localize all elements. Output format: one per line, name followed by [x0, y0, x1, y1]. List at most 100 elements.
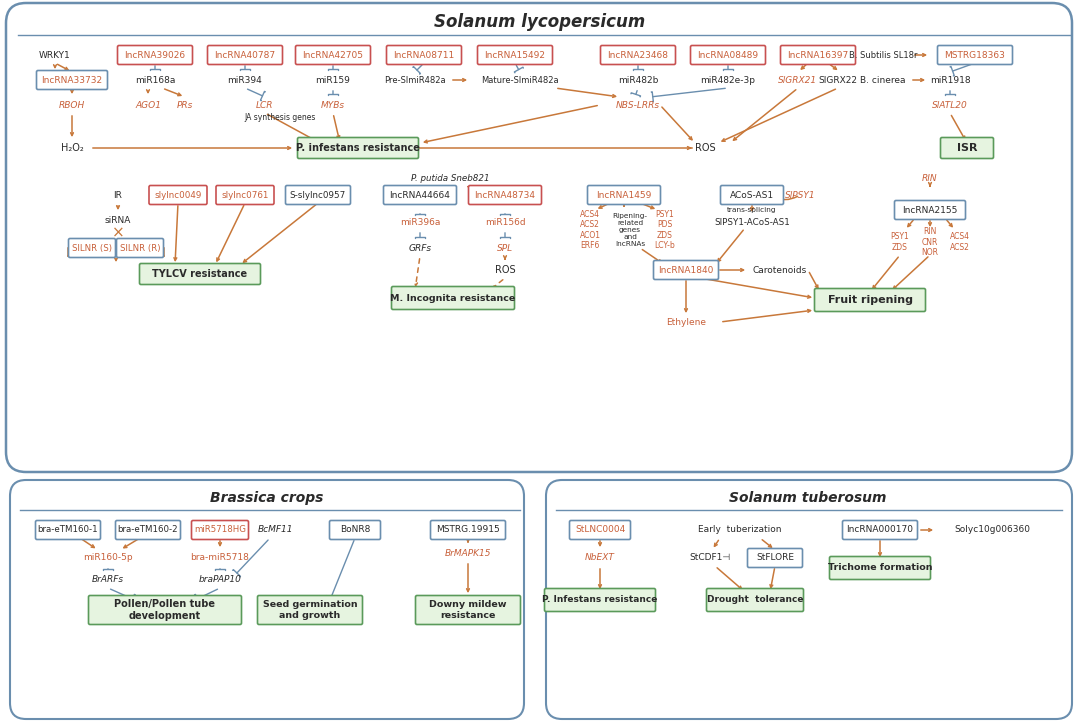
Text: bra-eTM160-1: bra-eTM160-1 [38, 526, 98, 534]
FancyBboxPatch shape [6, 3, 1072, 472]
Text: P. Infestans resistance: P. Infestans resistance [542, 595, 658, 605]
Text: lncRNA16397: lncRNA16397 [787, 51, 849, 59]
Text: StLNC0004: StLNC0004 [575, 526, 625, 534]
Text: lncRNA23468: lncRNA23468 [607, 51, 669, 59]
Text: trans-splicing: trans-splicing [727, 207, 777, 213]
Text: BoNR8: BoNR8 [340, 526, 370, 534]
Text: lncRNA39026: lncRNA39026 [124, 51, 186, 59]
FancyBboxPatch shape [747, 549, 802, 568]
Text: SlATL20: SlATL20 [932, 101, 968, 109]
Text: RBOH: RBOH [59, 101, 85, 109]
Text: MSTRG18363: MSTRG18363 [945, 51, 1005, 59]
FancyBboxPatch shape [544, 589, 656, 611]
FancyBboxPatch shape [941, 138, 994, 159]
Text: NbEXT: NbEXT [585, 553, 615, 563]
FancyBboxPatch shape [117, 239, 163, 257]
FancyBboxPatch shape [546, 480, 1072, 719]
Text: lncRNA48734: lncRNA48734 [474, 191, 536, 199]
FancyBboxPatch shape [297, 138, 419, 159]
Text: BcMF11: BcMF11 [257, 526, 293, 534]
Text: ×: × [111, 225, 124, 241]
Text: miR5718HG: miR5718HG [194, 526, 246, 534]
Text: slyInc0049: slyInc0049 [154, 191, 202, 199]
FancyBboxPatch shape [653, 260, 718, 280]
FancyBboxPatch shape [139, 263, 260, 284]
Text: SlPSY1-ACoS-AS1: SlPSY1-ACoS-AS1 [714, 218, 789, 226]
Text: SlLNR (S): SlLNR (S) [72, 244, 112, 252]
Text: JA synthesis genes: JA synthesis genes [244, 112, 315, 122]
Text: miR394: miR394 [228, 75, 262, 85]
Text: ISR: ISR [957, 143, 977, 153]
Text: NBS-LRRs: NBS-LRRs [616, 101, 660, 109]
FancyBboxPatch shape [391, 286, 514, 310]
Text: M. Incognita resistance: M. Incognita resistance [390, 294, 515, 302]
Text: Drought  tolerance: Drought tolerance [706, 595, 804, 605]
Text: B. cinerea: B. cinerea [861, 75, 906, 85]
Text: braPAP10: braPAP10 [199, 576, 242, 584]
FancyBboxPatch shape [690, 46, 766, 65]
Text: Solanum tuberosum: Solanum tuberosum [729, 491, 887, 505]
Text: miR160-5p: miR160-5p [83, 553, 133, 563]
Text: Pre-SlmiR482a: Pre-SlmiR482a [384, 75, 446, 85]
FancyBboxPatch shape [118, 46, 192, 65]
FancyBboxPatch shape [36, 521, 100, 539]
FancyBboxPatch shape [296, 46, 370, 65]
Text: MYBs: MYBs [321, 101, 346, 109]
Text: B. Subtilis SL18r: B. Subtilis SL18r [849, 51, 917, 59]
FancyBboxPatch shape [842, 521, 918, 539]
Text: WRKY1: WRKY1 [39, 51, 71, 59]
Text: MSTRG.19915: MSTRG.19915 [436, 526, 500, 534]
Text: lncRNA15492: lncRNA15492 [485, 51, 545, 59]
FancyBboxPatch shape [720, 186, 783, 204]
Text: lncRNA1840: lncRNA1840 [659, 265, 714, 275]
Text: P. putida Sneb821: P. putida Sneb821 [410, 173, 489, 183]
FancyBboxPatch shape [257, 595, 363, 624]
Text: Brassica crops: Brassica crops [211, 491, 324, 505]
FancyBboxPatch shape [383, 186, 457, 204]
Text: SlLNR (R): SlLNR (R) [120, 244, 160, 252]
FancyBboxPatch shape [285, 186, 351, 204]
FancyBboxPatch shape [569, 521, 631, 539]
FancyBboxPatch shape [10, 480, 524, 719]
Text: miR482e-3p: miR482e-3p [701, 75, 756, 85]
FancyBboxPatch shape [329, 521, 380, 539]
Text: lncRNA2155: lncRNA2155 [902, 205, 958, 215]
Text: miR396a: miR396a [400, 218, 441, 226]
FancyBboxPatch shape [387, 46, 461, 65]
Text: PSY1
PDS
ZDS
LCY-b: PSY1 PDS ZDS LCY-b [654, 210, 675, 250]
Text: lncRNA42705: lncRNA42705 [302, 51, 364, 59]
FancyBboxPatch shape [937, 46, 1013, 65]
Text: SPL: SPL [497, 244, 513, 252]
Text: ACoS-AS1: ACoS-AS1 [730, 191, 774, 199]
Text: BrARFs: BrARFs [92, 576, 124, 584]
Text: GRFs: GRFs [408, 244, 432, 252]
Text: BrMAPK15: BrMAPK15 [445, 549, 491, 558]
Text: P. infestans resistance: P. infestans resistance [296, 143, 420, 153]
FancyBboxPatch shape [706, 589, 804, 611]
Text: Seed germination
and growth: Seed germination and growth [262, 600, 357, 620]
Text: slyInc0761: slyInc0761 [221, 191, 269, 199]
Text: LCR: LCR [256, 101, 273, 109]
Text: StCDF1⊣: StCDF1⊣ [689, 553, 731, 563]
Text: RIN
CNR
NOR: RIN CNR NOR [921, 227, 939, 257]
FancyBboxPatch shape [37, 70, 108, 89]
Text: Downy mildew
resistance: Downy mildew resistance [429, 600, 507, 620]
Text: Ethylene: Ethylene [666, 318, 706, 326]
FancyBboxPatch shape [781, 46, 855, 65]
Text: lncRNA08489: lncRNA08489 [698, 51, 758, 59]
FancyBboxPatch shape [68, 239, 116, 257]
FancyBboxPatch shape [207, 46, 283, 65]
Text: lncRNA000170: lncRNA000170 [847, 526, 914, 534]
FancyBboxPatch shape [814, 289, 926, 312]
Text: lncRNA40787: lncRNA40787 [215, 51, 275, 59]
FancyBboxPatch shape [588, 186, 661, 204]
FancyBboxPatch shape [416, 595, 521, 624]
Text: TYLCV resistance: TYLCV resistance [152, 269, 247, 279]
Text: miR159: miR159 [315, 75, 350, 85]
Text: Mature-SlmiR482a: Mature-SlmiR482a [482, 75, 558, 85]
FancyBboxPatch shape [431, 521, 505, 539]
Text: ROS: ROS [495, 265, 515, 275]
Text: S-slyInc0957: S-slyInc0957 [289, 191, 346, 199]
Text: PSY1
ZDS: PSY1 ZDS [891, 232, 909, 252]
Text: ROS: ROS [694, 143, 715, 153]
